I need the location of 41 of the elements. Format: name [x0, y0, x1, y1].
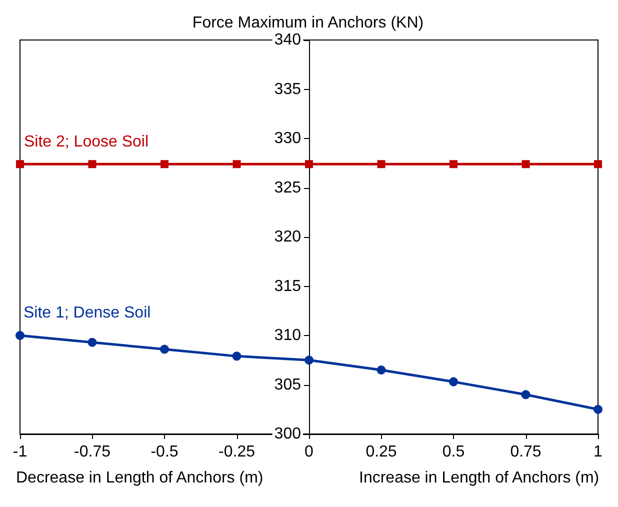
- point: [88, 160, 96, 168]
- y-tick-label: 330: [274, 130, 302, 147]
- x-tick-label: 0.75: [510, 444, 542, 460]
- text: Increase in Length of Anchors (m): [358, 470, 600, 486]
- point: [521, 390, 530, 400]
- y-tick-label: 325: [274, 179, 302, 196]
- chart-title: Force Maximum in Anchors (KN): [192, 14, 424, 32]
- x-tick-label: 0.25: [366, 444, 397, 460]
- x-tick-label: -0.5: [150, 444, 178, 460]
- point: [16, 331, 24, 340]
- point: [88, 338, 97, 347]
- x-axis-title: Decrease in Length of Anchors (m): [16, 470, 264, 486]
- point: [376, 365, 386, 374]
- x-tick-label: -0.25: [218, 444, 256, 460]
- y-tick-label: 320: [274, 228, 302, 246]
- point: [450, 160, 458, 168]
- point: [232, 160, 241, 168]
- y-tick-label: 300: [274, 426, 302, 442]
- point: [522, 160, 530, 168]
- x-tick-label: -0.75: [74, 444, 111, 460]
- y-tick-label: 335: [274, 80, 302, 98]
- point: [377, 160, 386, 168]
- x-tick-label: 0.5: [442, 444, 465, 460]
- point: [160, 160, 168, 168]
- x-tick-label: 1: [594, 444, 603, 460]
- series-label: Site 1; Dense Soil: [24, 304, 151, 322]
- point: [594, 160, 602, 168]
- y-tick-label: 340: [274, 32, 302, 48]
- point: [594, 404, 602, 414]
- point: [16, 160, 24, 168]
- y-tick-label: 315: [274, 278, 302, 295]
- y-tick-label: 305: [274, 376, 302, 394]
- point: [232, 352, 242, 361]
- x-tick-label: 0: [304, 444, 314, 460]
- x-tick-label: -1: [12, 444, 28, 460]
- point: [305, 160, 313, 168]
- series-label: Site 2; Loose Soil: [24, 134, 149, 151]
- point: [449, 377, 458, 386]
- point: [304, 356, 314, 365]
- point: [160, 344, 169, 354]
- y-tick-label: 310: [274, 327, 302, 344]
